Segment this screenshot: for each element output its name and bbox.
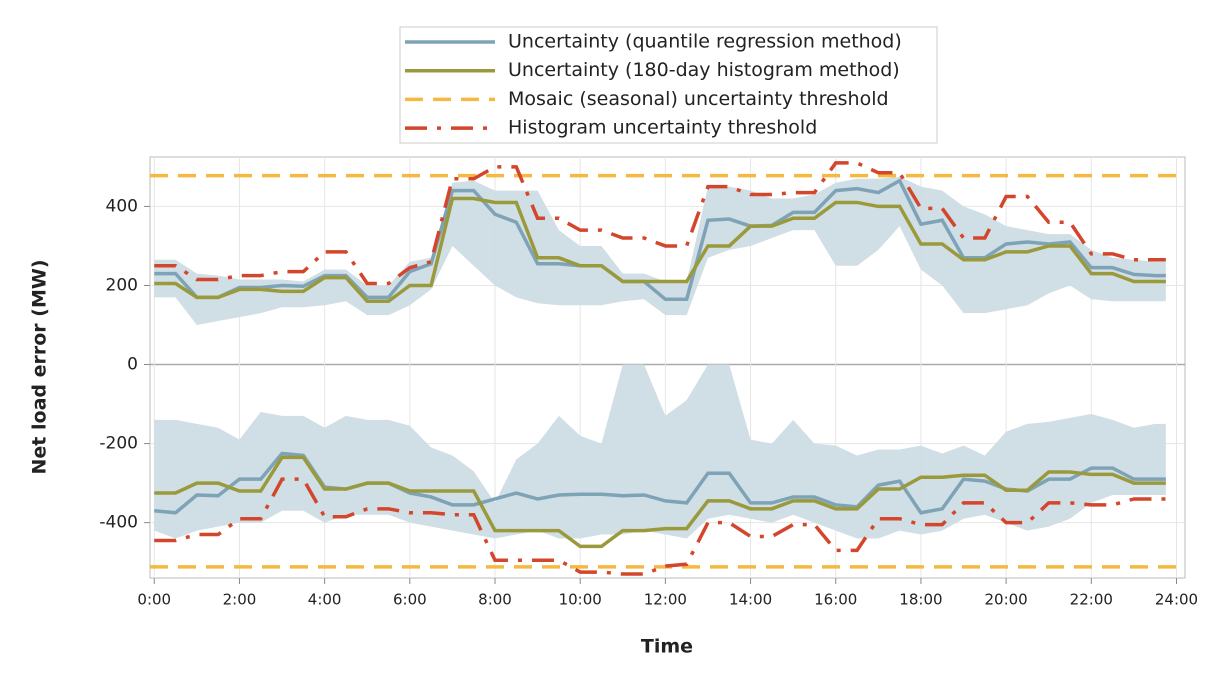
- y-tick-label: 400: [106, 196, 138, 216]
- legend-label: Mosaic (seasonal) uncertainty threshold: [508, 88, 889, 110]
- x-tick-label: 4:00: [308, 591, 342, 609]
- x-tick-label: 18:00: [899, 591, 942, 609]
- x-tick-label: 22:00: [1070, 591, 1113, 609]
- x-tick-label: 24:00: [1155, 591, 1198, 609]
- x-tick-label: 6:00: [393, 591, 427, 609]
- x-tick-label: 2:00: [223, 591, 257, 609]
- y-tick-label: 200: [106, 275, 138, 295]
- x-tick-label: 10:00: [559, 591, 602, 609]
- legend-box: [399, 26, 938, 144]
- x-tick-label: 8:00: [478, 591, 512, 609]
- series-line: [154, 455, 1166, 549]
- series-line: [154, 477, 1166, 576]
- x-tick-label: 14:00: [729, 591, 772, 609]
- series-line: [154, 196, 1166, 304]
- legend-label: Uncertainty (180-day histogram method): [508, 59, 900, 81]
- y-tick-label: -400: [99, 513, 138, 533]
- plot-frame: [149, 156, 1186, 579]
- series-line: [154, 178, 1166, 302]
- x-axis-label: Time: [641, 636, 693, 658]
- plot: [150, 157, 1185, 578]
- legend-label: Uncertainty (quantile regression method): [508, 31, 902, 53]
- x-tick-label: 0:00: [137, 591, 171, 609]
- legend-label: Histogram uncertainty threshold: [508, 117, 817, 139]
- x-tick-label: 16:00: [814, 591, 857, 609]
- y-axis-label: Net load error (MW): [29, 260, 51, 475]
- y-tick-label: 0: [127, 355, 138, 375]
- y-tick-label: -200: [99, 434, 138, 454]
- x-tick-label: 12:00: [644, 591, 687, 609]
- x-tick-label: 20:00: [984, 591, 1027, 609]
- series-line: [154, 161, 1166, 286]
- uncertainty-band: [154, 364, 1166, 539]
